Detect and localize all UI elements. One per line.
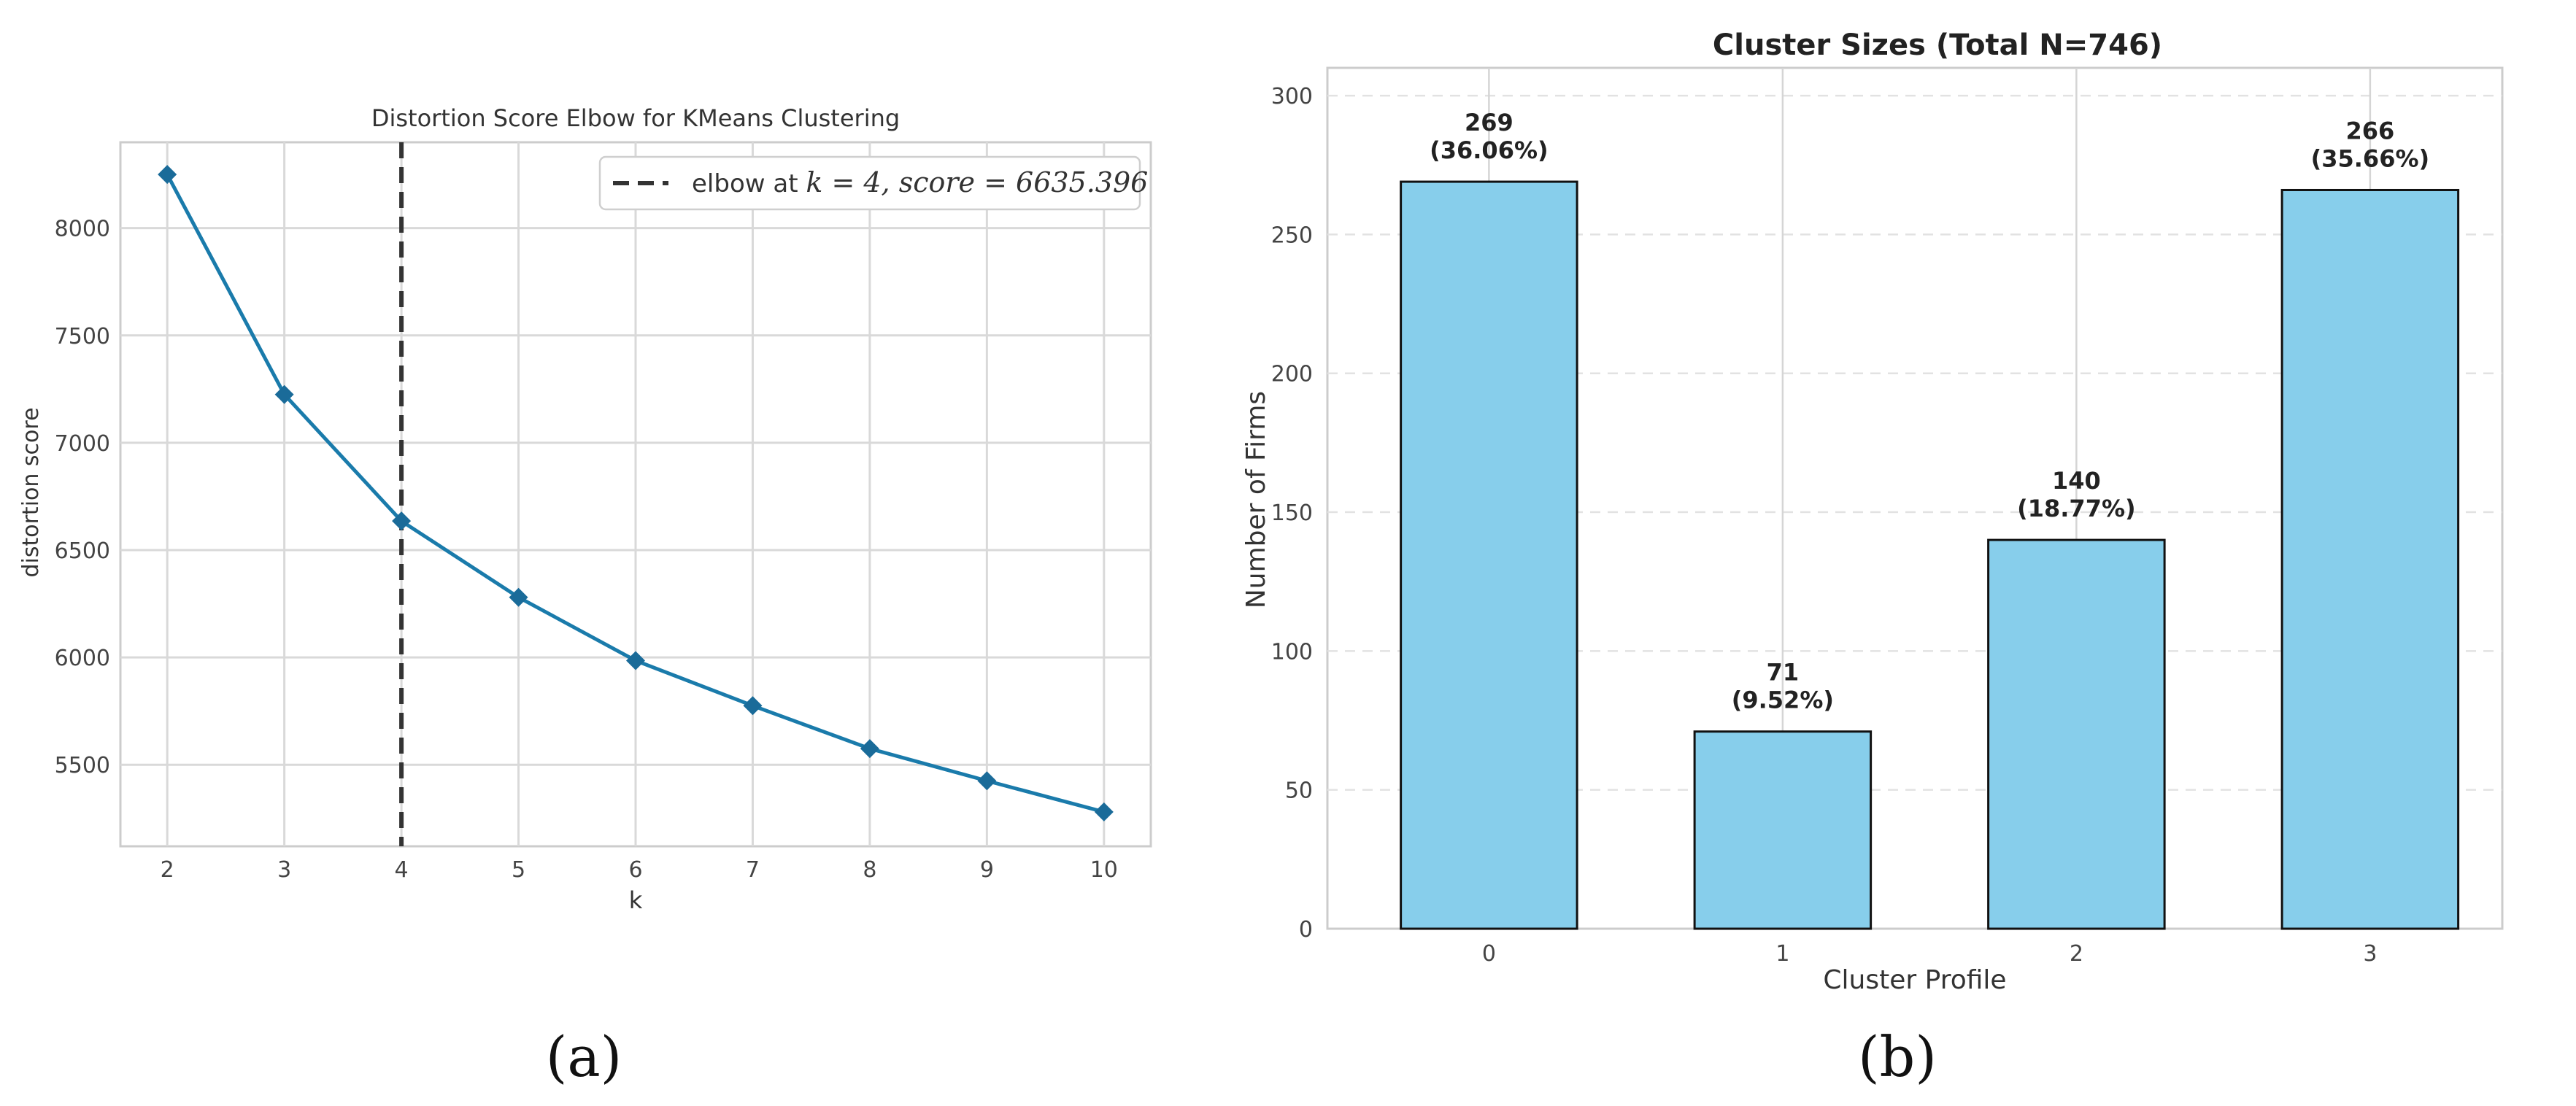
elbow-legend: elbow at k = 4, score = 6635.396 [598,155,1148,211]
cluster-bar [1400,180,1578,930]
elbow-x-tick: 4 [395,857,409,883]
elbow-y-tick-labels: 5500 6000 6500 7000 7500 8000 [55,217,110,779]
cluster-bar-percent-label: (35.66%) [2311,144,2430,172]
cluster-bar-percent-label: (9.52%) [1732,687,1834,714]
elbow-y-tick: 6000 [55,646,110,671]
cluster-x-tick: 3 [2363,941,2377,967]
cluster-y-tick: 100 [1271,639,1313,665]
panel-label-b: (b) [1858,1024,1937,1089]
cluster-bar-percent-label: (36.06%) [1430,136,1549,164]
elbow-chart-title: Distortion Score Elbow for KMeans Cluste… [371,104,900,132]
elbow-x-tick: 8 [863,857,876,883]
cluster-bar-count-label: 71 [1767,659,1800,687]
elbow-x-axis-label: k [629,886,643,914]
cluster-y-tick: 250 [1271,223,1313,248]
elbow-series-markers [158,165,1114,821]
cluster-size-chart: Cluster Sizes (Total N=746) 050100150200… [1241,28,2504,995]
cluster-bar-percent-label: (18.77%) [2017,495,2136,522]
panel-label-a: (a) [546,1024,622,1089]
elbow-y-tick: 5500 [55,753,110,778]
elbow-y-axis-label: distortion score [18,407,44,577]
cluster-bar-labels: 269(36.06%) 71(9.52%) 140(18.77%) 266(35.66… [1430,109,2429,714]
elbow-point [977,771,997,791]
elbow-gridlines [120,142,1151,846]
cluster-bar [1693,730,1873,930]
cluster-x-axis-label: Cluster Profile [1823,965,2006,995]
cluster-y-tick-labels: 0 50 100 150 200 250 300 [1271,84,1313,943]
cluster-bar [1987,538,2166,930]
elbow-chart: Distortion Score Elbow for KMeans Cluste… [18,104,1152,914]
elbow-point [860,739,879,759]
cluster-bar-count-label: 140 [2052,467,2101,495]
elbow-point [392,511,412,531]
cluster-x-tick-labels: 0 1 2 3 [1482,941,2378,967]
elbow-x-tick: 10 [1090,857,1118,883]
elbow-x-tick: 9 [980,857,994,883]
elbow-x-tick-labels: 2 3 4 5 6 7 8 9 10 [161,857,1118,883]
elbow-x-tick: 7 [746,857,760,883]
elbow-x-tick: 2 [161,857,174,883]
cluster-bar [2280,188,2460,930]
elbow-y-tick: 7000 [55,431,110,457]
elbow-point [158,165,177,185]
elbow-x-tick: 5 [512,857,525,883]
cluster-bars [1400,180,2460,930]
elbow-point [509,587,528,607]
cluster-y-tick: 50 [1285,778,1313,804]
cluster-bar-count-label: 269 [1465,109,1513,136]
elbow-point [1094,802,1114,821]
elbow-point [274,384,294,404]
elbow-x-tick: 3 [277,857,291,883]
elbow-legend-label: elbow at k = 4, score = 6635.396 [692,166,1148,198]
cluster-y-axis-label: Number of Firms [1241,391,1271,608]
cluster-x-tick: 0 [1482,941,1496,967]
cluster-y-tick: 150 [1271,500,1313,526]
cluster-x-tick: 1 [1775,941,1789,967]
cluster-y-tick: 0 [1299,917,1313,943]
elbow-y-tick: 7500 [55,324,110,349]
cluster-y-tick: 300 [1271,84,1313,109]
elbow-y-tick: 6500 [55,538,110,564]
cluster-x-tick: 2 [2070,941,2083,967]
elbow-x-tick: 6 [628,857,642,883]
elbow-legend-box [598,155,1141,211]
elbow-y-tick: 8000 [55,217,110,242]
cluster-y-tick: 200 [1271,362,1313,387]
cluster-bar-count-label: 266 [2345,117,2394,144]
elbow-point [743,696,763,716]
cluster-chart-title: Cluster Sizes (Total N=746) [1713,28,2162,62]
elbow-point [626,651,645,670]
